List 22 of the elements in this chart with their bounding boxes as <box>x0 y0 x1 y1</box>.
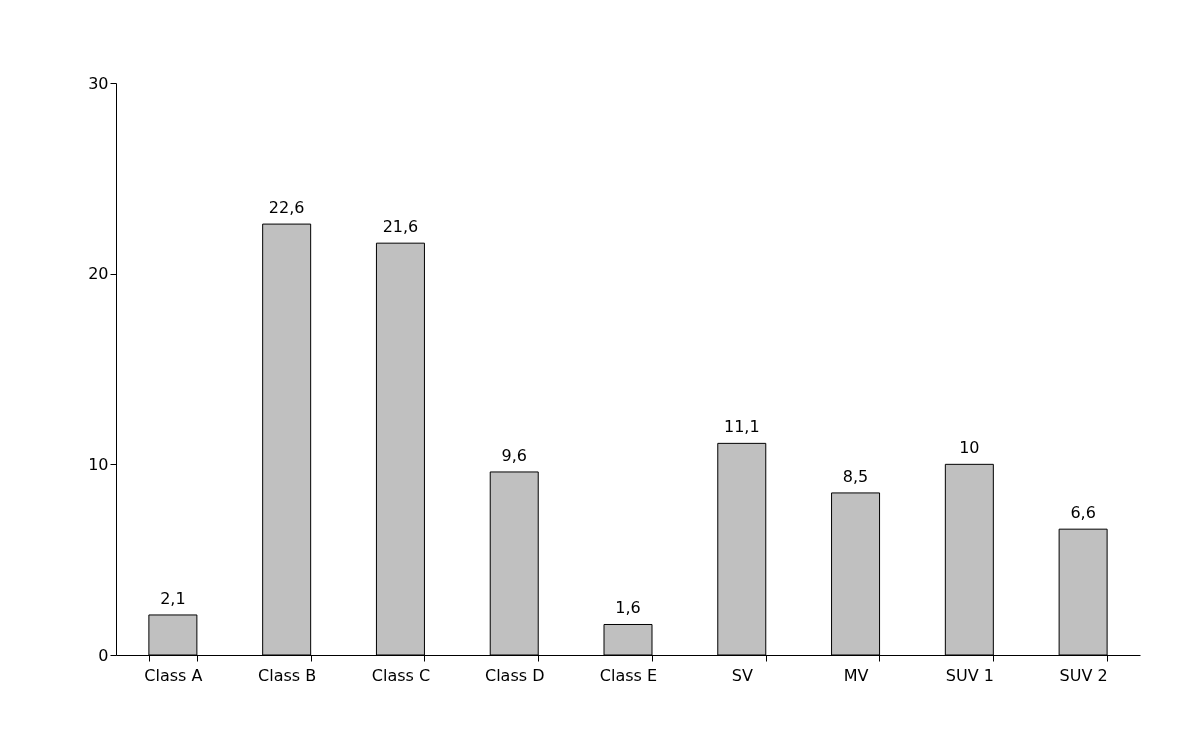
data-label: 8,5 <box>842 466 869 486</box>
data-label: 22,6 <box>268 198 305 218</box>
x-tick-label: SUV 2 <box>1059 665 1108 685</box>
x-tick-label: SV <box>731 665 753 685</box>
x-tick-label: Class D <box>484 665 545 685</box>
y-tick-label: 0 <box>98 645 109 665</box>
x-tick-label: Class B <box>258 665 317 685</box>
data-label: 11,1 <box>723 417 760 437</box>
x-tick-label: Class C <box>371 665 431 685</box>
y-tick-label: 20 <box>88 264 109 284</box>
data-label: 21,6 <box>382 217 419 237</box>
data-label: 6,6 <box>1070 503 1096 523</box>
data-label: 2,1 <box>160 588 186 608</box>
x-tick-label: SUV 1 <box>945 665 994 685</box>
x-tick-label: MV <box>843 665 869 685</box>
y-tick-label: 10 <box>88 454 109 474</box>
data-label: 9,6 <box>501 445 527 465</box>
y-tick-label: 30 <box>88 73 109 93</box>
data-label: 1,6 <box>615 598 641 618</box>
x-tick-label: Class A <box>144 665 203 685</box>
data-label: 10 <box>959 438 980 458</box>
x-tick-label: Class E <box>599 665 658 685</box>
